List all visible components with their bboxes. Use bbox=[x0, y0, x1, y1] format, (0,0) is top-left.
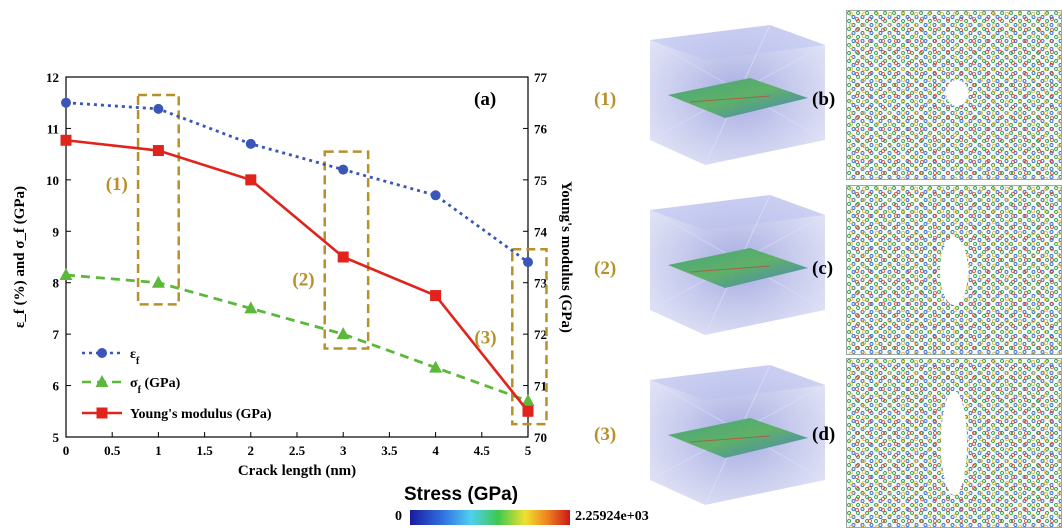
x-tick-label: 3.5 bbox=[381, 443, 398, 458]
series-line bbox=[65, 273, 529, 403]
legend-marker bbox=[97, 348, 107, 358]
y-right-tick-label: 74 bbox=[534, 224, 548, 239]
md-cube-3 bbox=[649, 364, 826, 506]
colorbar-max-label: 2.25924e+03 bbox=[575, 509, 649, 524]
row-label-1: (1) bbox=[594, 89, 617, 110]
x-tick-label: 3 bbox=[340, 443, 347, 458]
series-line bbox=[65, 101, 529, 264]
colorbar-title: Stress (GPa) bbox=[404, 484, 519, 505]
annotation-box bbox=[136, 93, 180, 306]
y-right-tick-label: 76 bbox=[534, 121, 548, 136]
x-tick-label: 1.5 bbox=[196, 443, 213, 458]
x-axis-label: Crack length (nm) bbox=[238, 463, 356, 479]
md-cube-1 bbox=[649, 24, 826, 166]
annotation-label: (1) bbox=[106, 174, 128, 195]
data-point bbox=[151, 275, 165, 288]
data-point bbox=[429, 360, 443, 373]
x-tick-label: 2.5 bbox=[289, 443, 306, 458]
legend-marker bbox=[95, 375, 109, 387]
x-tick-label: 2 bbox=[248, 443, 255, 458]
annotation-box bbox=[511, 248, 548, 426]
legend-entry: σf (GPa) bbox=[130, 376, 181, 396]
y-right-tick-label: 73 bbox=[534, 276, 548, 291]
x-tick-label: 1 bbox=[155, 443, 162, 458]
data-point bbox=[430, 290, 442, 302]
y-right-tick-label: 70 bbox=[534, 430, 547, 445]
lattice-stress-map-d bbox=[846, 358, 1062, 528]
data-point bbox=[245, 138, 256, 149]
y-left-tick-label: 9 bbox=[53, 224, 60, 239]
x-tick-label: 5 bbox=[525, 443, 532, 458]
row-label-2: (2) bbox=[594, 258, 617, 279]
y-right-tick-label: 77 bbox=[534, 70, 548, 85]
y-left-tick-label: 8 bbox=[53, 276, 60, 291]
y-right-tick-label: 72 bbox=[534, 327, 547, 342]
y-left-axis-label: ε_f (%) and σ_f (GPa) bbox=[12, 186, 28, 328]
y-right-tick-label: 75 bbox=[534, 173, 548, 188]
data-point bbox=[523, 257, 533, 268]
annotation-label: (3) bbox=[474, 327, 496, 348]
panel-letter-c: (c) bbox=[812, 258, 834, 279]
data-point bbox=[152, 145, 164, 157]
lattice-stress-map-c bbox=[846, 185, 1062, 355]
x-tick-label: 0 bbox=[63, 443, 70, 458]
x-tick-label: 4 bbox=[432, 443, 439, 458]
x-tick-label: 0.5 bbox=[104, 443, 121, 458]
y-left-tick-label: 12 bbox=[46, 70, 59, 85]
y-left-tick-label: 6 bbox=[53, 379, 60, 394]
data-point bbox=[61, 97, 71, 108]
legend-entry: Young's modulus (GPa) bbox=[130, 407, 272, 422]
y-left-tick-label: 7 bbox=[53, 327, 60, 342]
annotation-label: (2) bbox=[292, 269, 314, 290]
data-point bbox=[337, 251, 349, 263]
panel-letter-d: (d) bbox=[812, 424, 836, 445]
legend-entry: εf bbox=[130, 347, 140, 367]
data-point bbox=[245, 174, 257, 186]
colorbar-min-label: 0 bbox=[395, 509, 402, 524]
x-tick-label: 4.5 bbox=[474, 443, 491, 458]
legend-marker bbox=[96, 407, 108, 419]
y-right-tick-label: 71 bbox=[534, 379, 547, 394]
data-point bbox=[521, 394, 535, 406]
data-point bbox=[336, 327, 350, 340]
data-point bbox=[60, 134, 72, 146]
data-point bbox=[153, 103, 164, 114]
y-left-tick-label: 11 bbox=[47, 121, 59, 136]
data-point bbox=[430, 190, 441, 201]
y-left-tick-label: 5 bbox=[53, 430, 60, 445]
stress-colorbar bbox=[410, 510, 570, 525]
panel-label: (a) bbox=[474, 89, 496, 110]
y-left-tick-label: 10 bbox=[46, 173, 59, 188]
data-point bbox=[59, 268, 73, 280]
panel-letter-b: (b) bbox=[812, 89, 836, 110]
series-line bbox=[65, 138, 530, 413]
annotation-box bbox=[323, 150, 370, 350]
stress-strain-chart: 0 0.5 1 1.5 2 2.5 3 3.5 4 4.5 5 5 6 7 8 9 10 11 12 70 71 72 73… bbox=[12, 70, 574, 479]
data-point bbox=[244, 301, 258, 314]
data-point bbox=[522, 405, 534, 417]
row-label-3: (3) bbox=[594, 424, 617, 445]
md-cube-2 bbox=[649, 194, 826, 336]
y-right-axis-label: Young's modulus (GPa) bbox=[558, 181, 574, 333]
lattice-stress-map-b bbox=[846, 10, 1062, 180]
data-point bbox=[338, 164, 349, 175]
